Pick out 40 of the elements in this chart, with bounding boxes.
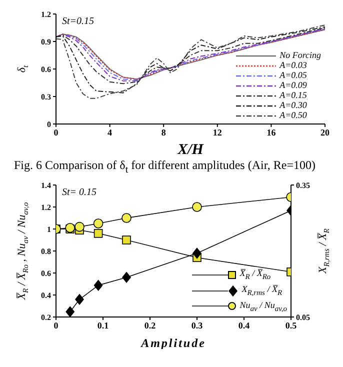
x-tick-label: 0.3 [191,320,204,331]
x-tick-label: 12 [212,127,222,138]
y-tick-label: 0.6 [41,64,51,74]
y-tick-label: 1 [47,225,51,234]
y2-tick-label: 0.05 [296,313,310,322]
x-tick-label: 8 [161,127,166,138]
x-tick-label: 0 [54,320,59,331]
legend-label: No Forcing [280,50,321,61]
x-tick-label: 4 [108,127,113,138]
x-tick-label: 16 [266,127,276,138]
x-axis-title: X/H [176,142,205,158]
y-tick-label: 0.4 [41,291,51,300]
legend-label: A=0.05 [280,70,307,81]
legend-label: A=0.15 [280,90,307,101]
y2-tick-label: 0.35 [296,181,310,190]
legend-label: A=0.03 [280,60,307,71]
y-tick-label: 0 [47,120,51,129]
y-tick-label: 1.2 [41,10,51,19]
y-tick-label: 0.3 [41,92,51,102]
y-tick-label: 0.6 [41,269,51,278]
legend-label: A=0.09 [280,80,307,91]
x-tick-label: 0.1 [97,320,110,331]
legend-label: Nu$_{av}$ / Nu$_{av,o}$ [240,298,287,314]
x-tick-label: 0.2 [144,320,156,331]
y-tick-label: 1.2 [41,203,51,212]
x-tick-label: 20 [320,127,330,138]
y-tick-label: 0.8 [41,247,51,256]
legend-label: A=0.50 [280,110,307,121]
x-tick-label: 0 [54,127,59,138]
legend-label: X̅$_{R}$ / X̅$_{Ro}$ [240,267,271,283]
x-tick-label: 0.5 [285,320,298,331]
annotation: St= 0.15 [62,187,97,198]
caption: Fig. 6 Comparison of δ$_{t}$ for different amplitudes (Air, Re=100) [13,157,316,178]
legend-label: X$_{R,rms}$ / X̅$_{R}$ [242,282,282,299]
x-tick-label: 0.4 [238,320,250,331]
y-tick-label: 1.4 [41,181,51,190]
y-tick-label: 0.2 [41,313,51,322]
legend-label: A=0.30 [280,100,307,111]
annotation: St=0.15 [62,16,94,27]
y-tick-label: 0.9 [41,37,51,46]
